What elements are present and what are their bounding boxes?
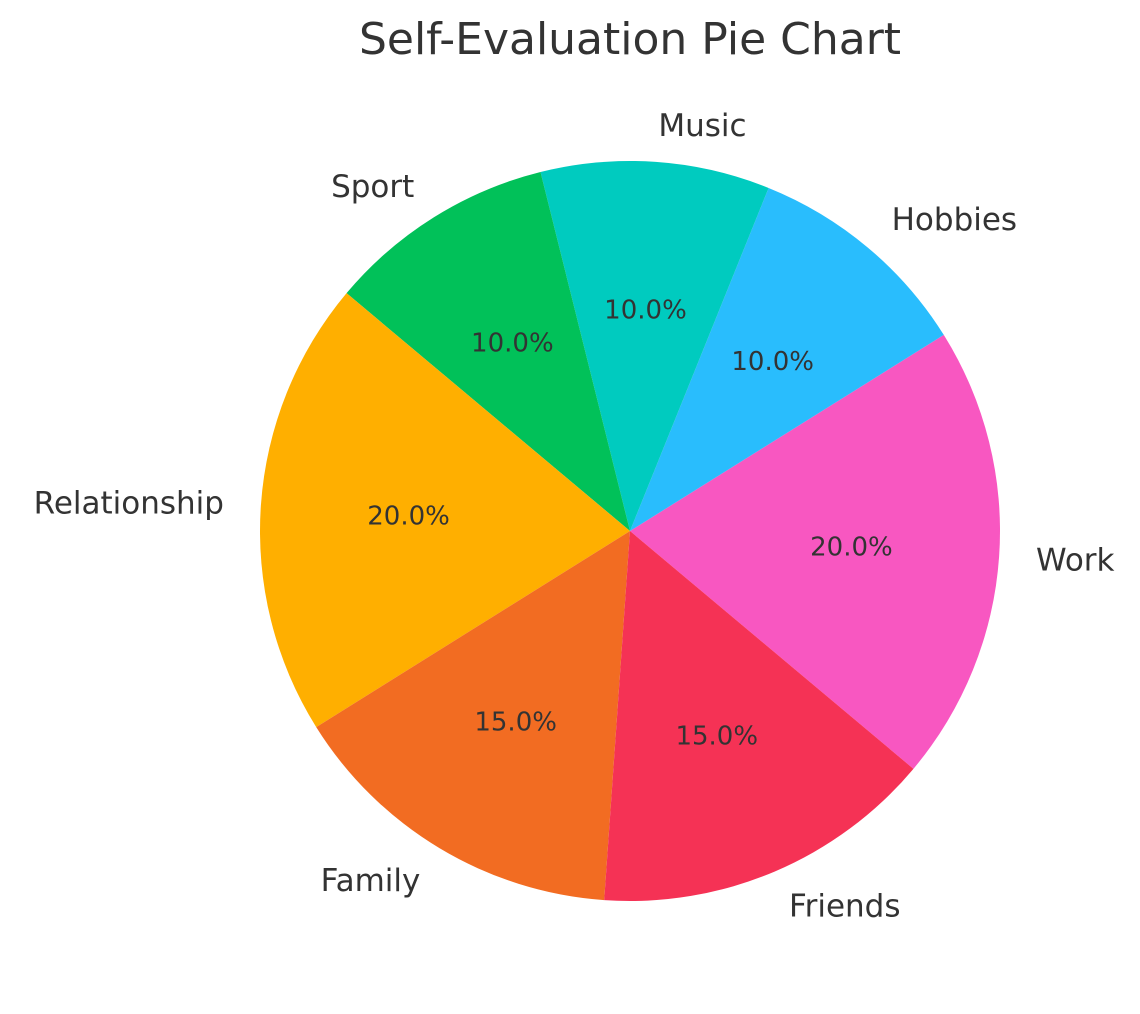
pct-label: 10.0%	[604, 296, 687, 326]
pct-label: 15.0%	[474, 707, 557, 737]
category-label: Relationship	[34, 486, 224, 522]
pct-label: 20.0%	[810, 532, 893, 562]
category-label: Work	[1036, 542, 1115, 578]
category-label: Friends	[789, 889, 900, 925]
pie-slice-hobbies	[630, 187, 944, 532]
category-label: Music	[658, 108, 746, 144]
pie-slice-friends	[604, 531, 914, 901]
category-label: Hobbies	[892, 202, 1017, 238]
pie-slice-work	[630, 334, 1000, 769]
pie-slice-family	[316, 531, 630, 901]
pct-label: 10.0%	[471, 329, 554, 359]
pie-slice-music	[540, 160, 769, 531]
pct-label: 10.0%	[731, 347, 814, 377]
category-label: Family	[321, 863, 421, 899]
pct-label: 15.0%	[675, 721, 758, 751]
chart-title: Self-Evaluation Pie Chart	[358, 14, 902, 65]
pie-slice-relationship	[260, 293, 630, 728]
pie-slice-sport	[346, 171, 630, 531]
category-label: Sport	[331, 169, 414, 205]
pct-label: 20.0%	[367, 502, 450, 532]
